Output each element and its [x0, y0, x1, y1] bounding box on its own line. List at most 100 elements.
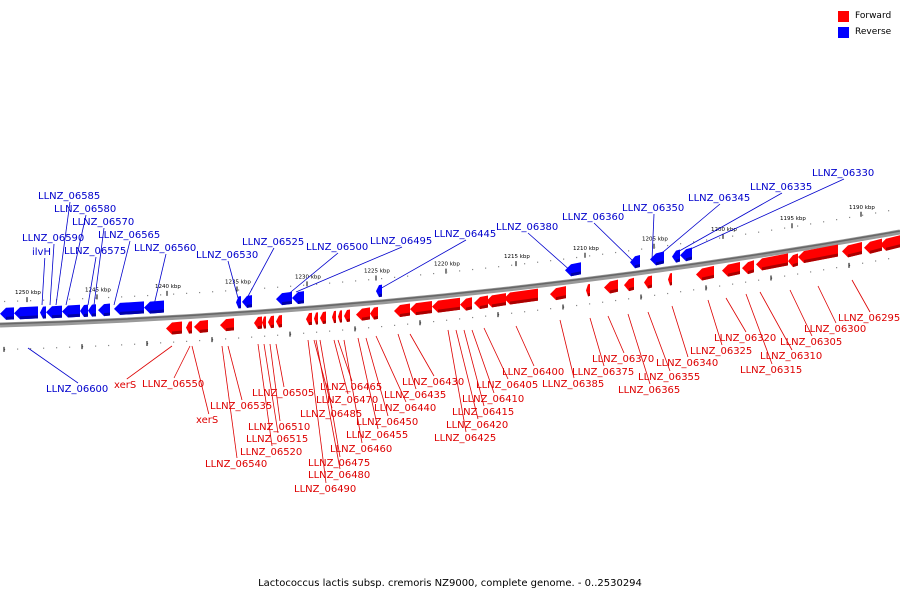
label-leader: [275, 343, 285, 388]
track-dot: [212, 339, 214, 341]
gene-shade: [362, 316, 370, 321]
gene-label: LLNZ_06495: [370, 236, 432, 247]
track-dot: [290, 285, 292, 287]
label-leader: [683, 178, 845, 253]
label-leader: [627, 313, 651, 385]
track-dot: [784, 275, 786, 277]
track-dot: [329, 282, 331, 284]
gene-label: LLNZ_06400: [502, 367, 564, 378]
gene-label: LLNZ_06580: [54, 204, 116, 215]
genome-backbone: [0, 229, 900, 328]
gene-label: LLNZ_06505: [252, 388, 314, 399]
track-dot: [303, 332, 305, 334]
track-dot: [264, 287, 266, 289]
track-dot: [433, 272, 435, 275]
gene-features: [0, 235, 900, 335]
gene-shade: [52, 314, 62, 319]
forward-gene-arrow: [370, 306, 378, 320]
gene-shade: [20, 315, 38, 320]
label-leader: [745, 293, 773, 365]
track-dot: [745, 233, 747, 235]
label-leader: [789, 289, 813, 337]
gene-shade: [68, 313, 80, 318]
axis-tick-label: 1195 kbp: [780, 216, 806, 222]
gene-shade: [379, 293, 382, 298]
gene-label: LLNZ_06600: [46, 384, 108, 395]
track-dot: [888, 258, 890, 260]
label-leader: [173, 345, 191, 379]
gene-shade: [316, 321, 318, 325]
gene-shade: [226, 327, 234, 332]
track-dot: [381, 325, 383, 328]
track-dot: [121, 344, 123, 346]
track-dot: [771, 229, 773, 231]
gene-label: LLNZ_06590: [22, 233, 84, 244]
gene-shade: [748, 269, 754, 275]
axis-tick-label: 1200 kbp: [711, 227, 737, 233]
forward-gene-arrow: [604, 279, 618, 294]
track-dot: [82, 298, 84, 300]
track-dot: [69, 298, 71, 300]
track-dot: [654, 294, 656, 296]
track-dot: [758, 231, 760, 233]
forward-gene-arrow: [410, 301, 432, 316]
forward-gene-arrow: [550, 286, 566, 301]
gene-shade: [323, 320, 326, 325]
gene-label: LLNZ_06445: [434, 229, 496, 240]
gene-shade: [510, 297, 538, 305]
forward-gene-arrow: [696, 265, 714, 281]
track-dot: [797, 273, 799, 275]
track-dot: [641, 296, 643, 298]
track-dot: [667, 292, 669, 295]
gene-label: LLNZ_06355: [638, 372, 700, 383]
gene-label: LLNZ_06295: [838, 313, 900, 324]
forward-gene-arrow: [798, 244, 838, 264]
gene-label: LLNZ_06415: [452, 407, 514, 418]
gene-shade: [84, 313, 88, 317]
gene-shade: [258, 325, 262, 330]
track-dot: [472, 268, 474, 271]
track-dot: [823, 269, 825, 271]
gene-label: LLNZ_06465: [320, 382, 382, 393]
reverse-gene-arrow: [672, 249, 680, 263]
forward-gene-arrow: [276, 315, 282, 328]
forward-gene-arrow: [338, 310, 342, 323]
label-leader: [515, 325, 535, 367]
gene-label: LLNZ_06410: [462, 394, 524, 405]
legend-forward-label: Forward: [855, 11, 892, 21]
track-dot: [511, 264, 513, 266]
track-dot: [407, 275, 409, 277]
gene-label: LLNZ_06340: [656, 358, 718, 369]
label-leader: [655, 203, 721, 259]
forward-gene-arrow: [356, 307, 370, 321]
track-dot: [537, 261, 539, 263]
label-leader: [817, 285, 837, 324]
track-dot: [472, 316, 474, 319]
label-leader: [471, 329, 495, 394]
track-dot: [368, 327, 370, 329]
gene-shade: [150, 309, 164, 314]
track-dot: [407, 323, 409, 325]
gene-label: xerS: [196, 415, 218, 426]
axis-tick-label: 1250 kbp: [15, 290, 41, 296]
label-leader: [409, 333, 435, 377]
gene-label: LLNZ_06430: [402, 377, 464, 388]
track-dot: [95, 345, 97, 347]
track-dot: [849, 264, 851, 267]
gene-shade: [374, 315, 378, 320]
gene-label: LLNZ_06490: [294, 484, 356, 495]
gene-shade: [104, 312, 110, 317]
gene-shade: [271, 324, 274, 329]
gene-shade: [848, 250, 862, 258]
gene-label: LLNZ_06335: [750, 182, 812, 193]
track-dot: [43, 299, 45, 301]
label-leader: [851, 279, 871, 313]
track-dot: [342, 281, 344, 283]
track-dot: [134, 343, 136, 345]
forward-gene-arrow: [394, 303, 410, 318]
gene-shade: [6, 316, 14, 320]
track-dot: [589, 255, 591, 257]
track-dot: [186, 340, 188, 342]
gene-label: LLNZ_06405: [476, 380, 538, 391]
label-leader: [527, 232, 573, 273]
